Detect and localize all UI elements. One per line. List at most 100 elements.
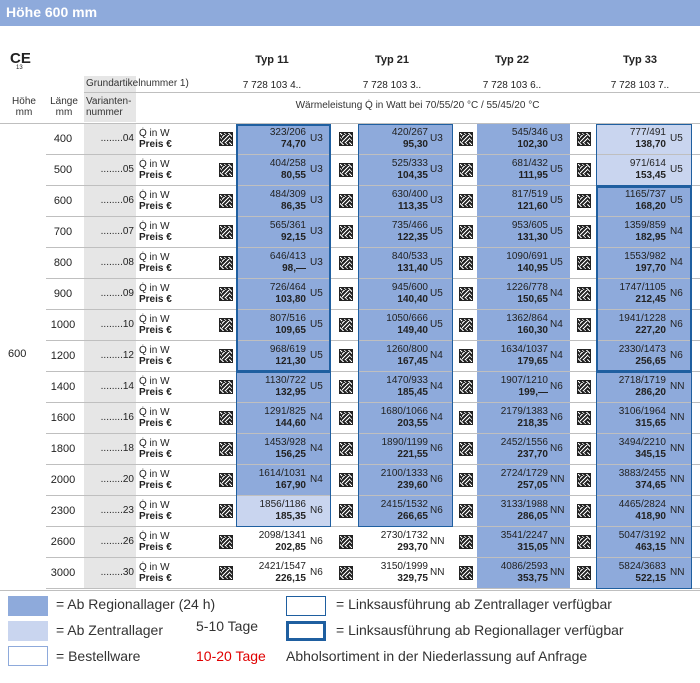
value-cell xyxy=(359,403,452,434)
qr-code-icon xyxy=(219,256,233,270)
grund-label: Grundartikelnummer 1) xyxy=(86,78,189,89)
connection-tag: N4 xyxy=(430,350,443,361)
legend-swatch-zentral xyxy=(8,621,48,641)
variant-cell: ........07 xyxy=(84,217,136,247)
connection-tag: U3 xyxy=(310,133,323,144)
qr-code-icon xyxy=(339,566,353,580)
value-text: 3106/1964 315,65 xyxy=(618,406,666,429)
legend-swatch-region xyxy=(8,596,48,616)
value-text: 1165/737 168,20 xyxy=(625,189,666,212)
value-text: 646/413 98,— xyxy=(269,251,306,274)
connection-tag: U3 xyxy=(310,164,323,175)
qr-code-icon xyxy=(339,411,353,425)
variant-cell: ........08 xyxy=(84,248,136,278)
qr-code-icon xyxy=(219,132,233,146)
variant-cell: ........23 xyxy=(84,496,136,526)
value-cell xyxy=(237,341,330,372)
connection-tag: U5 xyxy=(430,226,443,237)
laenge-cell: 500 xyxy=(53,164,73,176)
qr-code-icon xyxy=(339,349,353,363)
variant-cell: ........18 xyxy=(84,434,136,464)
row-divider xyxy=(46,464,700,465)
legend-links-region: = Linksausführung ab Regionallager verfü… xyxy=(336,622,624,638)
qr-code-icon xyxy=(339,473,353,487)
value-cell xyxy=(237,124,330,155)
value-text: 2098/1341 202,85 xyxy=(258,530,306,553)
value-cell xyxy=(597,186,692,217)
value-text: 807/516 109,65 xyxy=(269,313,306,336)
value-cell xyxy=(359,186,452,217)
value-text: 1260/800 167,45 xyxy=(386,344,428,367)
qr-code-icon xyxy=(459,256,473,270)
laenge-cell: 3000 xyxy=(50,567,76,579)
qr-code-icon xyxy=(577,566,591,580)
table-row: 2000 ........20 Q̇ in W Preis € 1614/1031 167… xyxy=(0,465,700,496)
value-text: 1856/1186 185,35 xyxy=(259,499,306,522)
value-text: 2730/1732 293,70 xyxy=(380,530,428,553)
connection-tag: U5 xyxy=(670,133,683,144)
laenge-cell: 1600 xyxy=(50,412,76,424)
value-cell xyxy=(237,434,330,465)
value-text: 2724/1729 257,05 xyxy=(500,468,548,491)
value-cell xyxy=(359,372,452,403)
row-divider xyxy=(46,278,700,279)
connection-tag: U5 xyxy=(430,257,443,268)
value-cell xyxy=(477,124,570,155)
table-row: 2300 ........23 Q̇ in W Preis € 1856/1186 185… xyxy=(0,496,700,527)
value-cell xyxy=(477,217,570,248)
row-divider xyxy=(46,340,700,341)
value-text: 3150/1999 329,75 xyxy=(380,561,428,584)
table-row: 3000 ........30 Q̇ in W Preis € 2421/1547 226… xyxy=(0,558,700,589)
value-text: 2452/1556 237,70 xyxy=(500,437,548,460)
qr-code-icon xyxy=(577,442,591,456)
variant-cell: ........12 xyxy=(84,341,136,371)
qr-code-icon xyxy=(219,225,233,239)
laenge-cell: 1000 xyxy=(50,319,76,331)
value-text: 1614/1031 167,90 xyxy=(258,468,306,491)
label-cell: Q̇ in W Preis € xyxy=(139,531,172,553)
connection-tag: N6 xyxy=(670,288,683,299)
connection-tag: NN xyxy=(670,443,685,454)
page-title: Höhe 600 mm xyxy=(6,4,98,20)
table-row: 700 ........07 Q̇ in W Preis € 565/361 92,15 U… xyxy=(0,217,700,248)
grund-number-11: 7 728 103 4.. xyxy=(242,80,302,91)
value-cell xyxy=(359,279,452,310)
value-cell xyxy=(237,496,330,527)
value-cell xyxy=(237,372,330,403)
value-cell xyxy=(597,403,692,434)
table-row: 600 ........06 Q̇ in W Preis € 484/309 86,35 U… xyxy=(0,186,700,217)
qr-code-icon xyxy=(459,504,473,518)
value-text: 1680/1066 203,55 xyxy=(380,406,428,429)
qr-code-icon xyxy=(219,194,233,208)
connection-tag: U3 xyxy=(430,164,443,175)
connection-tag: U5 xyxy=(430,288,443,299)
variant-cell: ........06 xyxy=(84,186,136,216)
value-text: 2415/1532 266,65 xyxy=(380,499,428,522)
value-text: 1941/1228 227,20 xyxy=(618,313,666,336)
value-cell xyxy=(359,124,452,155)
value-cell xyxy=(237,248,330,279)
value-text: 5824/3683 522,15 xyxy=(618,561,666,584)
qr-code-icon xyxy=(577,163,591,177)
connection-tag: N6 xyxy=(550,443,563,454)
value-text: 4465/2824 418,90 xyxy=(618,499,666,522)
divider xyxy=(0,123,700,124)
label-cell: Q̇ in W Preis € xyxy=(139,345,172,367)
type-21-header: Typ 21 xyxy=(374,54,410,66)
value-text: 1470/933 185,45 xyxy=(386,375,428,398)
qr-code-icon xyxy=(219,287,233,301)
value-cell xyxy=(477,341,570,372)
connection-tag: N4 xyxy=(670,226,683,237)
connection-tag: U5 xyxy=(550,226,563,237)
row-divider xyxy=(46,247,700,248)
qr-code-icon xyxy=(219,473,233,487)
variant-cell: ........26 xyxy=(84,527,136,557)
value-text: 968/619 121,30 xyxy=(269,344,306,367)
legend-bestell: = Bestellware xyxy=(56,648,141,664)
connection-tag: N6 xyxy=(550,412,563,423)
label-cell: Q̇ in W Preis € xyxy=(139,283,172,305)
qr-code-icon xyxy=(339,380,353,394)
row-divider xyxy=(46,309,700,310)
value-text: 545/346 102,30 xyxy=(511,127,548,150)
value-cell xyxy=(597,217,692,248)
